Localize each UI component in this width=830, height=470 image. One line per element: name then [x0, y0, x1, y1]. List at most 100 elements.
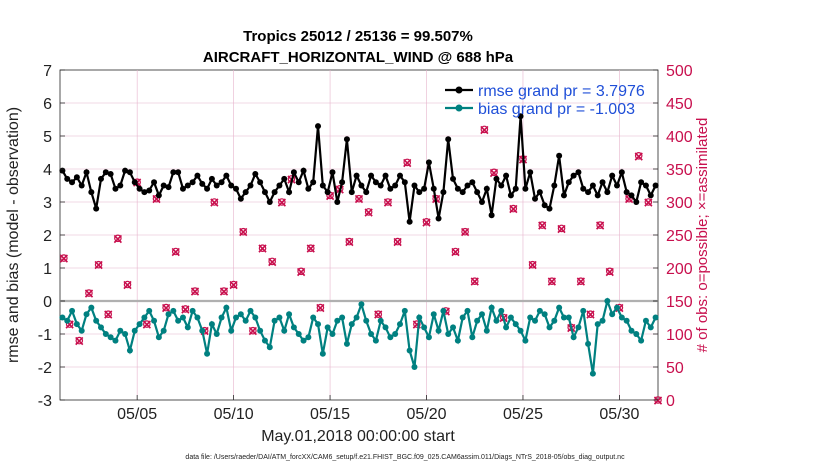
x-axis-label: May.01,2018 00:00:00 start — [261, 428, 455, 445]
rmse-point — [112, 185, 119, 192]
bias-point — [546, 324, 553, 331]
x-tick-label: 05/05 — [117, 406, 157, 423]
bias-point — [401, 307, 408, 314]
bias-point — [305, 334, 312, 341]
y-axis-label-right: # of obs: o=possible; ×=assimilated — [694, 118, 711, 353]
bias-point — [623, 317, 630, 324]
obs-assimilated-marker: × — [372, 307, 384, 323]
rmse-point — [633, 199, 640, 205]
bias-point — [242, 317, 249, 324]
obs-possible-marker — [605, 267, 614, 276]
bias-point — [310, 314, 317, 321]
obs-assimilated-marker: × — [507, 202, 519, 218]
obs-assimilated-marker: × — [546, 274, 558, 290]
obs-assimilated-marker: × — [73, 334, 85, 350]
obs-assimilated-marker: × — [421, 215, 433, 231]
obs-possible-marker — [345, 237, 354, 246]
rmse-point — [126, 169, 133, 176]
rmse-point — [290, 169, 297, 176]
rmse-point — [213, 182, 220, 189]
rmse-point — [652, 182, 659, 189]
rmse-point — [131, 179, 138, 186]
bias-point — [59, 314, 66, 321]
obs-assimilated-marker: × — [652, 393, 664, 409]
obs-possible-marker — [557, 224, 566, 233]
bias-point — [551, 317, 558, 324]
obs-possible-marker — [162, 303, 170, 312]
bias-point — [503, 324, 510, 331]
obs-assimilated-marker: × — [459, 225, 471, 241]
obs-assimilated-marker: × — [237, 225, 249, 241]
bias-point — [170, 307, 177, 314]
rmse-point — [261, 189, 268, 196]
rmse-point — [300, 167, 307, 174]
y-right-tick-label: 450 — [666, 96, 693, 113]
obs-assimilated-marker: × — [208, 195, 220, 211]
rmse-point — [594, 192, 601, 199]
chart-title-line2: AIRCRAFT_HORIZONTAL_WIND @ 688 hPa — [203, 49, 514, 66]
bias-point — [107, 334, 114, 341]
rmse-point — [97, 175, 104, 182]
obs-possible-marker — [75, 336, 84, 345]
rmse-point — [266, 199, 273, 205]
rmse-point — [522, 185, 529, 192]
bias-point — [556, 304, 563, 311]
rmse-point — [88, 189, 95, 196]
bias-point — [445, 331, 452, 337]
rmse-point — [83, 169, 90, 176]
obs-possible-marker — [644, 198, 653, 206]
x-tick-label: 05/20 — [406, 406, 446, 423]
y-tick-label: 2 — [43, 228, 52, 245]
bias-point — [396, 321, 403, 328]
obs-possible-marker — [413, 320, 421, 328]
bias-point — [122, 331, 129, 337]
bias-point — [609, 311, 616, 318]
bias-point — [218, 314, 225, 321]
rmse-point — [382, 172, 389, 179]
y-tick-label: -2 — [38, 360, 52, 377]
bias-point — [69, 307, 76, 314]
y-right-tick-label: 50 — [666, 360, 684, 377]
rmse-point — [392, 182, 399, 189]
y-tick-label: 7 — [43, 63, 52, 80]
obs-assimilated-marker: × — [479, 122, 491, 138]
bias-point — [324, 324, 331, 331]
rmse-point — [286, 189, 293, 196]
obs-possible-marker — [538, 221, 547, 229]
rmse-point — [401, 179, 408, 186]
obs-possible-marker — [528, 260, 537, 269]
x-tick-label: 05/15 — [310, 406, 350, 423]
rmse-point — [488, 212, 495, 219]
bias-point — [488, 304, 495, 311]
bias-point — [194, 314, 201, 321]
rmse-point — [628, 192, 635, 199]
obs-assimilated-marker: × — [633, 149, 645, 165]
rmse-point — [73, 174, 80, 181]
rmse-point — [430, 185, 437, 192]
bias-point — [560, 314, 567, 321]
obs-possible-marker — [422, 218, 431, 226]
obs-assimilated-marker: × — [141, 317, 153, 333]
rmse-point — [64, 175, 71, 182]
rmse-point — [493, 175, 500, 182]
bias-point — [88, 304, 95, 311]
bias-point — [363, 317, 370, 324]
obs-assimilated-marker: × — [247, 324, 259, 340]
obs-assimilated-marker: × — [83, 286, 95, 302]
rmse-point — [440, 189, 447, 196]
bias-point — [223, 304, 230, 311]
rmse-point — [556, 152, 563, 159]
rmse-point — [107, 170, 114, 177]
y-tick-label: -1 — [38, 327, 52, 344]
rmse-point — [546, 205, 553, 212]
y-right-tick-label: 500 — [666, 63, 693, 80]
obs-possible-marker — [104, 310, 113, 319]
rmse-point — [478, 199, 485, 205]
rmse-point — [146, 187, 153, 194]
rmse-point — [295, 179, 302, 186]
obs-assimilated-marker: × — [594, 218, 606, 234]
obs-assimilated-marker: × — [343, 235, 355, 251]
obs-possible-marker — [143, 320, 151, 328]
obs-assimilated-marker: × — [527, 258, 539, 274]
gridlines — [60, 70, 658, 400]
